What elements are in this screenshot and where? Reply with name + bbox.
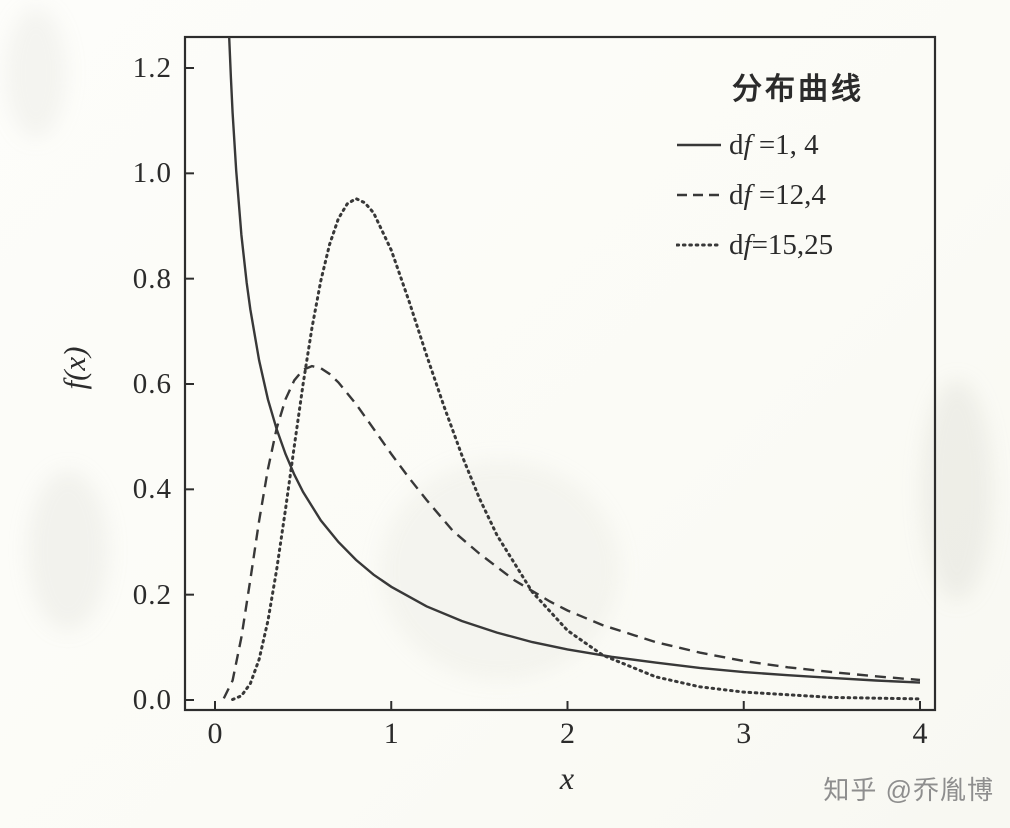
y-tick-label: 1.2 [132, 51, 172, 84]
legend-dotted-line-icon [676, 243, 722, 247]
x-tick-label: 1 [383, 717, 399, 750]
watermark: 知乎 @乔胤博 [823, 775, 994, 805]
legend-label: df=15,25 [729, 228, 834, 261]
y-tick-label: 0.2 [132, 578, 172, 611]
curve-df=15,25 [231, 196, 922, 701]
legend-title: 分布曲线 [732, 73, 864, 106]
y-axis-label: f(x) [57, 346, 92, 390]
x-tick-label: 3 [736, 717, 752, 750]
y-tick-label: 0.8 [132, 262, 172, 295]
curve-df=1,4 [227, 37, 921, 684]
legend-label: df =1, 4 [729, 128, 819, 161]
legend: 分布曲线 df =1, 4 df =12,4 df=15,25 [676, 64, 946, 270]
axes-box [183, 35, 937, 712]
legend-item-dashed: df =12,4 [676, 170, 946, 220]
x-tick-label: 0 [207, 717, 223, 750]
legend-item-dotted: df=15,25 [676, 220, 946, 270]
x-tick-label: 2 [560, 717, 575, 750]
y-tick-label: 0.4 [132, 473, 172, 506]
legend-solid-line-icon [677, 143, 721, 147]
legend-dashed-line-icon [677, 193, 721, 197]
legend-item-solid: df =1, 4 [676, 120, 946, 170]
y-tick-label: 1.0 [132, 157, 172, 190]
x-axis-label: x [559, 760, 575, 796]
curve-df=12,4 [222, 364, 921, 699]
legend-rows: df =1, 4 df =12,4 df=15,25 [676, 120, 946, 270]
x-tick-label: 4 [912, 717, 928, 750]
y-tick-label: 0.0 [132, 684, 172, 716]
y-tick-label: 0.6 [132, 367, 172, 400]
legend-label: df =12,4 [729, 178, 826, 211]
